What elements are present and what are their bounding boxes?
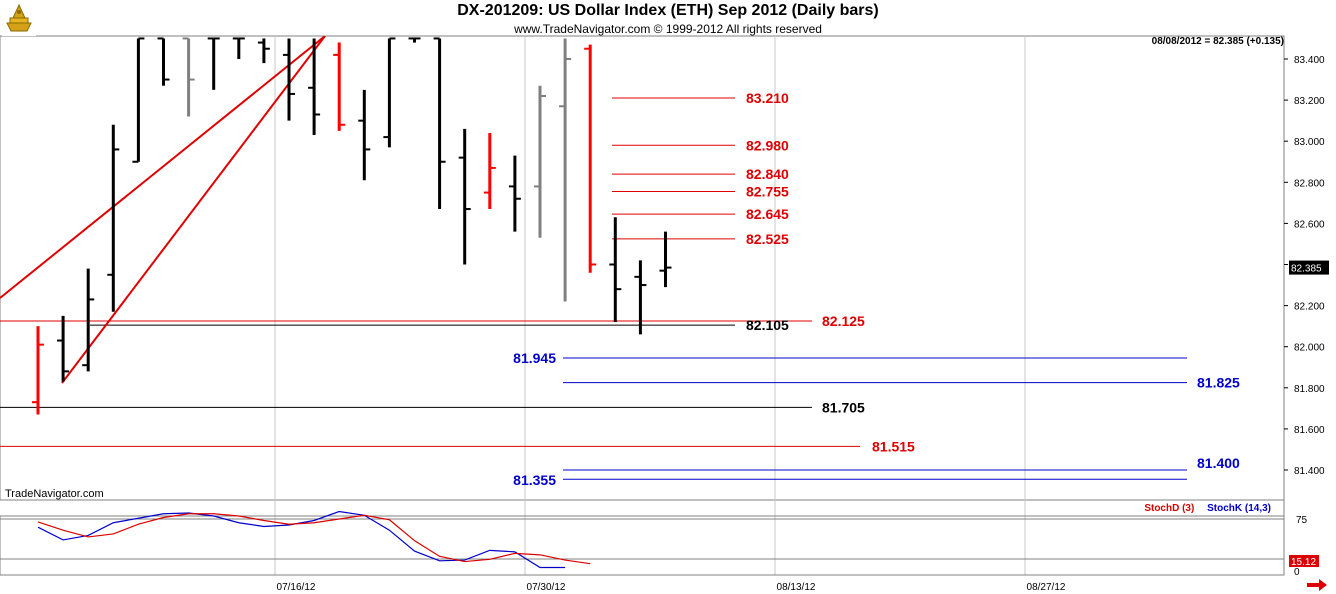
level-label: 81.945 xyxy=(513,350,556,366)
scroll-right-arrow-icon[interactable] xyxy=(1306,578,1328,592)
ohlc-bar xyxy=(358,89,371,181)
trendline xyxy=(0,36,326,299)
ohlc-bar xyxy=(182,37,195,117)
x-tick-label: 07/16/12 xyxy=(277,582,316,593)
ohlc-bar xyxy=(483,132,496,210)
stoch-d-line xyxy=(37,513,591,565)
y-tick-label: 82.600 xyxy=(1294,219,1325,230)
stoch-last-box xyxy=(1289,555,1319,567)
ohlc-bar xyxy=(132,37,145,163)
ohlc-bar xyxy=(283,38,295,121)
title-bar xyxy=(0,0,1336,22)
ohlc-bar xyxy=(458,128,471,265)
ohlc-bar xyxy=(433,37,446,210)
y-tick-label: 83.200 xyxy=(1294,96,1325,107)
price-panel xyxy=(0,35,1285,501)
ohlc-bar xyxy=(534,85,546,238)
level-label: 82.525 xyxy=(746,231,789,247)
level-label: 81.825 xyxy=(1197,375,1240,391)
ohlc-bar xyxy=(57,315,70,382)
stoch-level-label: 75 xyxy=(1296,515,1308,526)
ohlc-bar xyxy=(32,326,44,415)
level-label: 81.355 xyxy=(513,472,556,488)
y-tick-label: 82.000 xyxy=(1294,343,1325,354)
stoch-zero-label: 0 xyxy=(1294,567,1300,578)
last-price-info: 08/08/2012 = 82.385 (+0.135) xyxy=(1151,36,1284,47)
ohlc-bar xyxy=(609,217,622,323)
ohlc-bar xyxy=(157,37,170,86)
last-price-label: 82.385 xyxy=(1291,264,1322,275)
stoch-k-line xyxy=(37,510,566,569)
trendline xyxy=(61,36,326,384)
ohlc-bar xyxy=(82,268,95,372)
ohlc-bar xyxy=(659,231,672,288)
ohlc-bar xyxy=(333,42,346,131)
stochastic-legend: StochD (3) StochK (14,3) xyxy=(1134,503,1271,514)
level-label: 82.755 xyxy=(746,184,789,200)
ohlc-bar xyxy=(634,260,647,335)
last-price-box xyxy=(1289,260,1329,275)
trade-navigator-logo-icon xyxy=(2,2,36,36)
ohlc-bar xyxy=(107,124,120,312)
ohlc-bar xyxy=(559,38,572,302)
chart-title: DX-201209: US Dollar Index (ETH) Sep 201… xyxy=(457,2,879,19)
y-tick-label: 81.600 xyxy=(1294,425,1325,436)
price-axis-area xyxy=(1284,36,1336,575)
y-tick-label: 81.400 xyxy=(1294,466,1325,477)
ohlc-bar xyxy=(207,37,220,90)
level-label: 82.105 xyxy=(746,317,789,333)
ohlc-bar xyxy=(257,38,270,64)
stoch-k-legend: StochK (14,3) xyxy=(1207,503,1271,514)
level-label: 82.980 xyxy=(746,137,789,153)
ohlc-bar xyxy=(408,37,421,43)
level-label: 82.645 xyxy=(746,206,789,222)
level-label: 82.840 xyxy=(746,166,789,182)
y-tick-label: 81.800 xyxy=(1294,384,1325,395)
level-label: 82.125 xyxy=(822,313,865,329)
level-label: 81.400 xyxy=(1197,455,1240,471)
y-tick-label: 82.800 xyxy=(1294,178,1325,189)
x-tick-label: 07/30/12 xyxy=(527,582,566,593)
chart-subtitle: www.TradeNavigator.com © 1999-2012 All r… xyxy=(514,22,822,36)
x-tick-label: 08/13/12 xyxy=(777,582,816,593)
ohlc-bar xyxy=(584,44,597,273)
y-tick-label: 83.400 xyxy=(1294,55,1325,66)
stoch-d-legend: StochD (3) xyxy=(1144,503,1195,514)
ohlc-bar xyxy=(383,37,396,148)
ohlc-bar xyxy=(308,38,321,136)
x-tick-label: 08/27/12 xyxy=(1027,582,1066,593)
level-label: 81.705 xyxy=(822,399,865,415)
level-label: 83.210 xyxy=(746,90,789,106)
ohlc-bar xyxy=(508,155,521,232)
y-tick-label: 83.000 xyxy=(1294,137,1325,148)
level-label: 81.515 xyxy=(872,438,915,454)
ohlc-bar xyxy=(232,37,245,59)
stochastic-panel xyxy=(0,515,1285,576)
brand-watermark: TradeNavigator.com xyxy=(5,488,104,500)
y-tick-label: 82.200 xyxy=(1294,302,1325,313)
stoch-last-value: 15.12 xyxy=(1291,557,1316,568)
